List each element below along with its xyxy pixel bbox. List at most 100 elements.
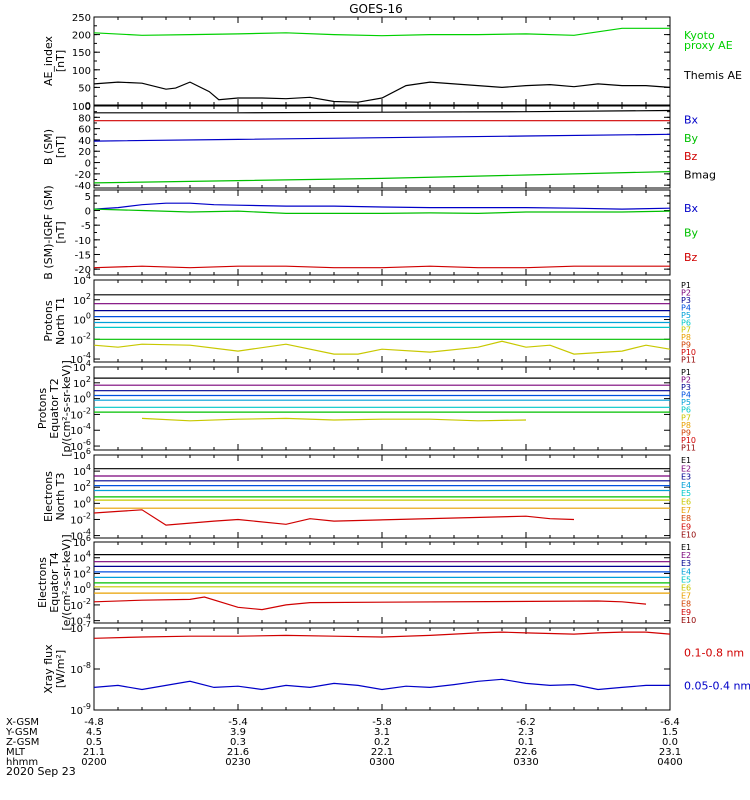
legend-item: E6 <box>681 498 691 507</box>
series-line-bx <box>94 202 670 210</box>
legend-item: E10 <box>681 531 696 540</box>
y-tick-label: 60 <box>78 125 91 136</box>
legend-item: E10 <box>681 616 696 625</box>
orbit-row-label: MLT <box>6 747 26 758</box>
legend-item: Bz <box>684 251 698 264</box>
y-tick-label: 10-2 <box>70 511 91 526</box>
y-tick-label: 104 <box>73 463 91 478</box>
y-tick-label: -10 <box>75 236 91 247</box>
y-tick-label: 100 <box>72 102 91 113</box>
panel-3: -20 -15 -10 -5 0 5 B (SM)-IGRF (SM) [nT] Bx By Bz <box>42 185 699 279</box>
series-group <box>94 294 670 355</box>
orbit-value: 0230 <box>225 757 250 768</box>
series-line-bx <box>94 133 670 142</box>
y-tick-label: 10-4 <box>70 422 91 437</box>
y-tick-label: 10-2 <box>70 406 91 421</box>
y-axis-label: [nT] <box>54 50 67 72</box>
orbit-value: 0400 <box>657 757 682 768</box>
legend-item: P8 <box>681 333 691 342</box>
legend-item: P3 <box>681 383 691 392</box>
y-tick-label: 100 <box>73 391 91 406</box>
series-line-e9 <box>94 509 575 526</box>
series-group <box>94 468 670 526</box>
y-tick-label: 102 <box>73 565 91 580</box>
y-tick-label: -20 <box>75 170 91 181</box>
legend-item: P4 <box>681 303 691 312</box>
y-tick-label: -15 <box>75 250 91 261</box>
series-group <box>94 202 670 269</box>
orbit-value: 22.1 <box>371 747 393 758</box>
orbit-value: -5.8 <box>372 717 392 728</box>
y-tick-label: -5 <box>81 221 91 232</box>
legend-item: P11 <box>681 443 696 452</box>
orbit-value: 4.5 <box>86 727 102 738</box>
orbit-value: 3.9 <box>230 727 246 738</box>
legend-item: P10 <box>681 348 696 357</box>
orbit-value: 3.1 <box>374 727 390 738</box>
series-line-p8 <box>141 417 527 422</box>
orbit-row-label: X-GSM <box>6 717 39 728</box>
y-tick-label: 0 <box>85 101 91 112</box>
y-axis-label: B (SM) <box>42 129 55 165</box>
orbit-value: 0330 <box>513 757 538 768</box>
y-tick-label: 102 <box>73 375 91 390</box>
legend-item: E7 <box>681 592 691 601</box>
y-tick-label: 10-8 <box>70 661 91 676</box>
orbit-value: 21.6 <box>227 747 249 758</box>
legend-item: P7 <box>681 326 691 335</box>
legend-item: P5 <box>681 311 691 320</box>
y-tick-label: 20 <box>78 147 91 158</box>
series-line-0-05-0-4-nm <box>94 678 670 691</box>
y-axis-label: Protons <box>36 388 49 429</box>
series-line-bmag <box>94 109 670 114</box>
panel-frame <box>93 366 671 451</box>
y-tick-label: 102 <box>73 479 91 494</box>
orbit-value: -5.4 <box>228 717 248 728</box>
orbit-value: 2.3 <box>518 727 534 738</box>
legend-item: P4 <box>681 391 691 400</box>
orbit-value: 23.1 <box>659 747 681 758</box>
y-axis-label: Xray flux <box>42 644 55 694</box>
legend-item: E4 <box>681 567 691 576</box>
legend-item: E3 <box>681 473 691 482</box>
y-tick-label: 80 <box>78 113 91 124</box>
y-axis-label: [nT] <box>54 136 67 158</box>
legend-item: 0.05-0.4 nm <box>684 679 750 692</box>
orbit-row-label: Y-GSM <box>5 727 38 738</box>
legend-item: P2 <box>681 376 691 385</box>
orbit-table: X-GSM -4.8 -5.4 -5.8 -6.2 -6.4 Y-GSM 4.5 3.9 3.1 2… <box>5 717 683 768</box>
legend-item: E6 <box>681 584 691 593</box>
series-group <box>94 27 670 103</box>
date-label: 2020 Sep 23 <box>6 765 76 778</box>
orbit-row-label: Z-GSM <box>6 737 39 748</box>
y-axis-label: AE_index <box>42 35 55 86</box>
legend-item: P9 <box>681 428 691 437</box>
y-tick-label: 40 <box>78 136 91 147</box>
legend-item: E5 <box>681 489 691 498</box>
legend-item: P1 <box>681 368 691 377</box>
legend-item: P6 <box>681 318 691 327</box>
legend-item: proxy AE <box>684 39 733 52</box>
figure-title: GOES-16 <box>349 2 403 16</box>
orbit-value: 0.1 <box>518 737 534 748</box>
y-tick-label: 150 <box>72 48 91 59</box>
y-tick-label: 10-2 <box>70 597 91 612</box>
legend-item: P9 <box>681 341 691 350</box>
y-axis-label: Protons <box>42 300 55 341</box>
legend-item: E4 <box>681 481 691 490</box>
orbit-value: 21.1 <box>83 747 105 758</box>
panel-frame <box>93 105 671 189</box>
y-axis-label: [nT] <box>54 221 67 243</box>
orbit-row-label: hhmm <box>6 757 38 768</box>
